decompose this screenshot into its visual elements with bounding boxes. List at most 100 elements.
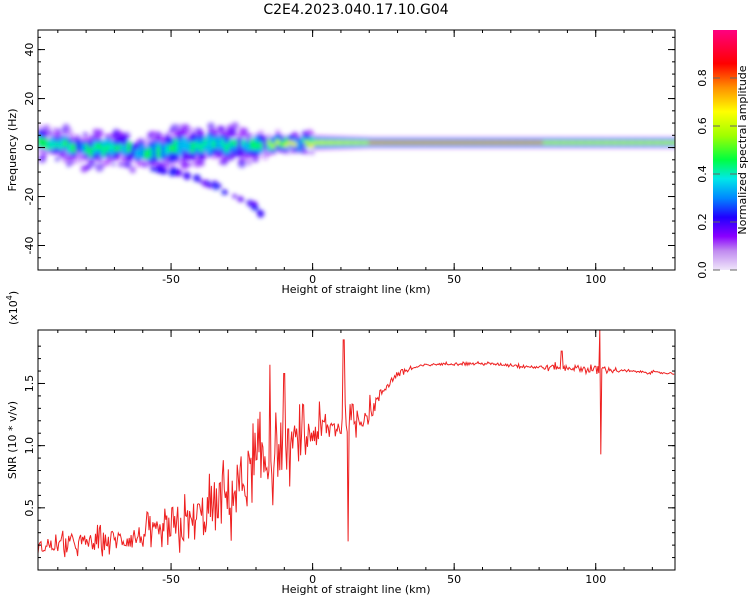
spectrogram-cell	[368, 141, 374, 144]
spectrogram-cell	[517, 141, 523, 144]
svg-text:(x104): (x104)	[5, 291, 20, 325]
spectrogram-cell	[436, 141, 442, 144]
spectrogram-cell	[364, 141, 370, 145]
spectrogram-tail-dot	[237, 195, 244, 203]
spectrogram-noise-blob	[66, 162, 71, 168]
spectrogram-cell	[661, 141, 668, 145]
snr-scale-label: (x104)	[5, 291, 20, 325]
spectrogram-cell	[415, 141, 421, 144]
spectrogram-tail-dot	[156, 166, 160, 170]
spectrogram-cell	[653, 141, 659, 145]
snr-x-ticks: -50 0 50 100	[57, 330, 653, 586]
spectrogram-cell	[453, 141, 459, 144]
spectrogram-cell	[38, 137, 43, 146]
spectrogram-noise-blob	[124, 161, 132, 169]
snr-y-label: SNR (10 * v/v)	[6, 401, 19, 479]
spectrogram-cell	[139, 144, 145, 159]
spectrogram-heatmap	[38, 122, 675, 218]
spectrogram-cell	[322, 140, 328, 145]
spectrogram-cell	[300, 138, 307, 143]
spectrogram-cell	[173, 139, 179, 153]
spectrogram-y-tick-label: -40	[23, 237, 36, 255]
spectrogram-cell	[555, 141, 561, 145]
spectrogram-cell	[211, 140, 217, 149]
spectrogram-cell	[118, 144, 124, 151]
spectrogram-y-label: Frequency (Hz)	[6, 109, 19, 192]
snr-panel: -50 0 50 100 0.5 1.0 1.5 Height of straight l…	[5, 291, 676, 596]
spectrogram-cell	[525, 141, 532, 144]
spectrogram-cell	[194, 141, 200, 150]
spectrogram-tail-dot	[251, 200, 258, 208]
spectrogram-cell	[356, 141, 362, 145]
spectrogram-tail-dot	[232, 193, 237, 199]
spectrogram-tail-dot	[149, 166, 156, 172]
spectrogram-cell	[551, 141, 557, 145]
spectrogram-cell	[615, 141, 621, 145]
spectrogram-cell	[271, 144, 277, 149]
snr-x-tick-label: 50	[447, 573, 461, 586]
spectrogram-cell	[164, 145, 171, 155]
spectrogram-noise-blob	[216, 125, 224, 133]
colorbar-tick-label: 0.4	[696, 165, 709, 183]
spectrogram-cell	[394, 141, 400, 144]
spectrogram-cell	[186, 140, 192, 153]
spectrogram-noise-blob	[199, 161, 205, 167]
spectrogram-cell	[215, 136, 222, 150]
spectrogram-cell	[419, 141, 425, 144]
spectrogram-panel: -50 0 50 100 -40 -20 0 20 40 Height of straight…	[6, 29, 676, 296]
spectrogram-cell	[101, 145, 107, 157]
spectrogram-cell	[224, 143, 230, 152]
spectrogram-cell	[305, 141, 311, 145]
spectrogram-cell	[474, 141, 481, 144]
spectrogram-x-ticks: -50 0 50 100	[57, 30, 653, 286]
spectrogram-cell	[627, 141, 634, 145]
chart-title: C2E4.2023.040.17.10.G04	[263, 2, 448, 18]
spectrogram-cell	[266, 141, 273, 150]
spectrogram-cell	[440, 141, 447, 144]
spectrogram-cell	[372, 141, 379, 144]
spectrogram-tail-dot	[217, 183, 222, 188]
snr-scale-prefix: (x10	[7, 300, 20, 325]
spectrogram-cell	[572, 141, 578, 145]
spectrogram-cell	[262, 137, 268, 149]
spectrogram-cell	[496, 141, 502, 144]
spectrogram-cell	[92, 143, 98, 151]
spectrogram-cell	[330, 140, 336, 145]
spectrogram-cell	[228, 139, 234, 148]
spectrogram-cell	[581, 141, 587, 145]
spectrogram-cell	[135, 149, 141, 158]
spectrogram-cell	[610, 141, 617, 145]
spectrogram-cell	[402, 141, 408, 144]
spectrogram-cell	[71, 143, 77, 153]
spectrogram-cell	[147, 147, 154, 159]
spectrogram-noise-blob	[129, 166, 137, 174]
spectrogram-cell	[130, 144, 137, 158]
spectrogram-cell	[317, 140, 324, 145]
spectrogram-cell	[389, 141, 396, 144]
spectrogram-cell	[54, 141, 60, 148]
spectrogram-cell	[339, 141, 345, 145]
spectrogram-cell	[292, 142, 298, 147]
spectrogram-y-ticks: -40 -20 0 20 40	[23, 36, 675, 259]
spectrogram-cell	[152, 143, 158, 157]
colorbar-tick-label: 0.8	[696, 69, 709, 87]
spectrogram-cell	[547, 141, 553, 145]
spectrogram-cell	[644, 141, 651, 145]
spectrogram-cell	[585, 141, 591, 145]
spectrogram-cell	[406, 141, 413, 144]
spectrogram-x-tick-label: 0	[309, 273, 316, 286]
colorbar-tick-label: 0.0	[696, 261, 709, 279]
spectrogram-cell	[169, 144, 175, 153]
spectrogram-cell	[232, 139, 239, 147]
spectrogram-cell	[313, 140, 319, 145]
spectrogram-frame	[37, 29, 676, 271]
spectrogram-cell	[198, 143, 205, 153]
spectrogram-cell	[237, 137, 243, 157]
spectrogram-cell	[203, 138, 209, 147]
spectrogram-noise-blob	[207, 122, 215, 131]
snr-scale-exponent: 4	[5, 295, 14, 300]
spectrogram-cell	[538, 141, 544, 144]
spectrogram-noise-blob	[95, 162, 104, 172]
spectrogram-cell	[326, 140, 332, 145]
